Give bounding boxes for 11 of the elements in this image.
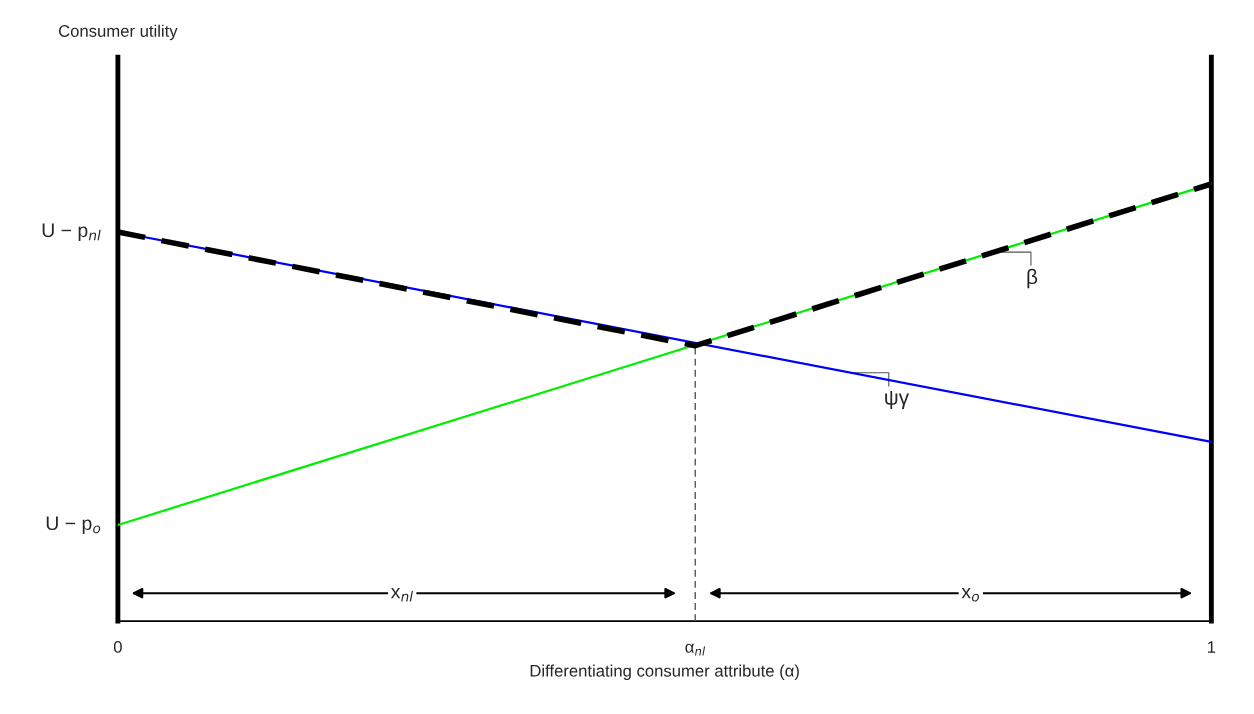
text: Consumer utility (58, 24, 178, 41)
annotation: ψγ (885, 390, 910, 409)
annotation: x$_{nl}$ (390, 587, 413, 602)
annotation: U − p$_{nl}$ (42, 223, 101, 241)
x-tick-label: 1 (1208, 641, 1216, 653)
annotation: β (1027, 268, 1038, 289)
x-tick-label: 0 (113, 641, 122, 653)
annotation: x$_{o}$ (961, 587, 979, 602)
annotation: U − p$_{o}$ (46, 516, 101, 534)
x-tick-label: α$_{nl}$ (685, 643, 706, 656)
x-axis-title: Differentiating consumer attribute (α) (530, 664, 799, 681)
